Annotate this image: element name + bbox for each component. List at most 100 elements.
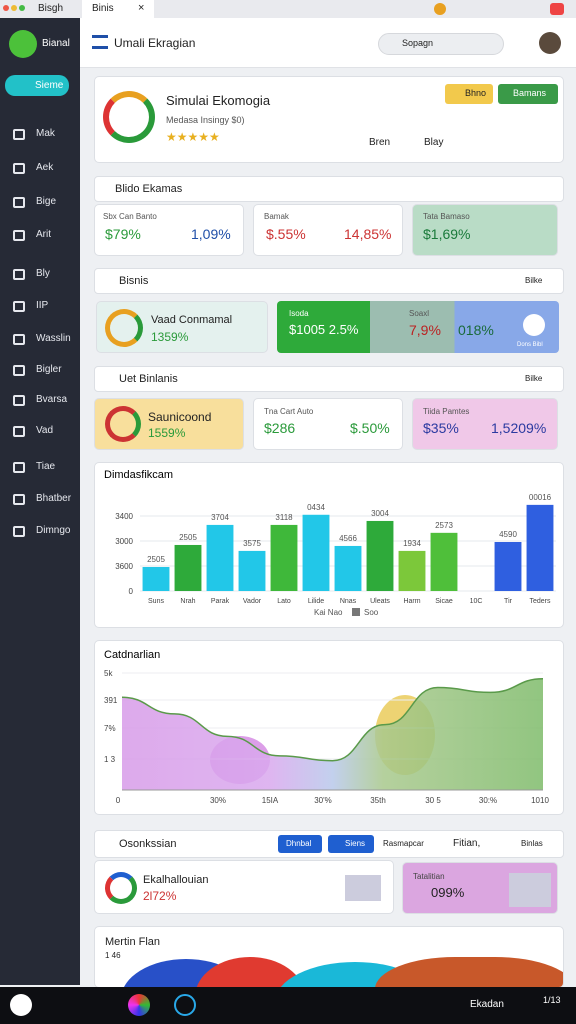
- section-header[interactable]: Uet Binlanis Bilke: [94, 366, 564, 392]
- start[interactable]: [10, 994, 32, 1016]
- sidebar-icon[interactable]: [13, 197, 25, 208]
- sidebar-icon[interactable]: [13, 526, 25, 537]
- sidebar-item[interactable]: Aek: [36, 162, 54, 173]
- action[interactable]: Bilke: [525, 374, 543, 383]
- x-tick-label: Harm: [403, 598, 420, 605]
- app-icon[interactable]: [128, 994, 150, 1016]
- link[interactable]: Rasmapcar: [383, 839, 424, 848]
- sidebar-icon[interactable]: [13, 462, 25, 473]
- sidebar-icon[interactable]: [13, 163, 25, 174]
- button-label[interactable]: Bamans: [513, 88, 547, 98]
- x-axis-label: 30%: [210, 796, 226, 805]
- stat-card: Saunicoond 1559%: [94, 398, 244, 450]
- bar: [398, 550, 426, 591]
- sidebar-item[interactable]: Bly: [36, 268, 50, 279]
- stat-card: Isoda $1005 2.5% Soaxl 7,9% 018% Dons Bi…: [277, 301, 559, 353]
- bar-label: 3118: [275, 513, 293, 522]
- stat-card: Tata Bamaso $1,69%: [412, 204, 558, 256]
- stat-label: Saunicoond: [148, 410, 212, 424]
- sidebar-icon[interactable]: [13, 494, 25, 505]
- dot: [3, 5, 9, 11]
- bar: [270, 524, 298, 591]
- button[interactable]: [498, 84, 558, 104]
- sidebar-icon[interactable]: [13, 230, 25, 241]
- sidebar-item[interactable]: Bhatber: [36, 493, 72, 504]
- stat-value: $79%: [105, 226, 141, 242]
- icon[interactable]: [550, 3, 564, 15]
- bar: [174, 544, 202, 591]
- action[interactable]: Bilke: [525, 276, 543, 285]
- link[interactable]: Binlas: [521, 839, 543, 848]
- button[interactable]: [278, 835, 322, 853]
- sidebar-item[interactable]: Vad: [36, 425, 54, 436]
- stat-value: 14,85%: [344, 226, 392, 242]
- x-axis-label: 35th: [370, 796, 386, 805]
- menu-icon[interactable]: [9, 30, 37, 58]
- stat-value: 2l72%: [143, 889, 177, 903]
- section-header[interactable]: Blido Ekamas: [94, 176, 564, 202]
- header: Umali Ekragian Sopagn: [80, 18, 576, 68]
- sidebar-item[interactable]: Mak: [36, 128, 55, 139]
- sidebar-icon[interactable]: [13, 301, 25, 312]
- x-tick-label: Nnas: [340, 598, 357, 605]
- x-axis-label: 0: [116, 796, 121, 805]
- link[interactable]: Fitian,: [453, 838, 481, 849]
- tab[interactable]: Bisgh: [38, 3, 64, 14]
- sidebar-icon[interactable]: [13, 269, 25, 280]
- stat-value: 1359%: [151, 330, 189, 344]
- x-axis-label: 30'%: [314, 796, 332, 805]
- stat-card: Tiida Pamtes $35% 1,5209%: [412, 398, 558, 450]
- avatar[interactable]: [539, 32, 561, 54]
- link[interactable]: Blay: [424, 137, 444, 148]
- bar: [334, 545, 362, 591]
- stat-value: $1005 2.5%: [289, 322, 359, 337]
- section-header: Osonkssian Dhnbal Siens Rasmapcar Fitian…: [94, 830, 564, 858]
- sidebar-item[interactable]: IIP: [36, 300, 49, 311]
- sidebar-icon[interactable]: [13, 129, 25, 140]
- button-label[interactable]: Bhno: [465, 88, 487, 98]
- sidebar-item[interactable]: Wasslin: [36, 333, 71, 344]
- sidebar-item[interactable]: Tiae: [36, 461, 56, 472]
- search-text[interactable]: Sopagn: [402, 38, 434, 48]
- section-header[interactable]: Bisnis Bilke: [94, 268, 564, 294]
- stat-label: Tna Cart Auto: [264, 407, 314, 416]
- sidebar-icon[interactable]: [13, 365, 25, 376]
- sidebar-item[interactable]: Bigler: [36, 364, 62, 375]
- button[interactable]: [328, 835, 374, 853]
- active-item[interactable]: [5, 75, 69, 96]
- button-label[interactable]: Dhnbal: [286, 839, 312, 848]
- tab[interactable]: Binis: [92, 3, 114, 14]
- thumbnail: [345, 875, 381, 901]
- bar-label: 4590: [499, 530, 517, 539]
- app-icon[interactable]: [174, 994, 196, 1016]
- active-tab[interactable]: [82, 0, 154, 18]
- bar-label: 3004: [371, 509, 389, 518]
- sidebar-top[interactable]: Bianal: [42, 38, 70, 49]
- bar: [238, 550, 266, 591]
- sidebar-icon[interactable]: [13, 334, 25, 345]
- button-label[interactable]: Siens: [345, 839, 366, 848]
- icon[interactable]: [523, 314, 545, 336]
- stat-value: 1,5209%: [491, 420, 547, 436]
- bar-label: 4566: [339, 534, 357, 543]
- sidebar-item[interactable]: Dimngo: [36, 525, 71, 536]
- button[interactable]: [445, 84, 493, 104]
- close[interactable]: ×: [138, 2, 145, 14]
- sidebar-icon[interactable]: [13, 395, 25, 406]
- sidebar-item[interactable]: Bige: [36, 196, 57, 207]
- sidebar-item[interactable]: Arit: [36, 229, 51, 240]
- bar-label: 0434: [307, 503, 325, 512]
- legend-swatch: [352, 608, 360, 616]
- taskbar: Ekadan 1/13: [0, 987, 576, 1024]
- app-title: Umali Ekragian: [114, 36, 196, 50]
- sidebar-item[interactable]: Bvarsa: [36, 394, 68, 405]
- icon[interactable]: [434, 3, 446, 15]
- active-label[interactable]: Sieme: [35, 80, 64, 91]
- avatar: [103, 91, 155, 143]
- ring: [105, 872, 137, 904]
- link[interactable]: Bren: [369, 137, 391, 148]
- bar: [526, 504, 554, 591]
- sidebar-icon[interactable]: [13, 426, 25, 437]
- y-axis-label: 391: [104, 696, 118, 705]
- search[interactable]: [378, 33, 504, 55]
